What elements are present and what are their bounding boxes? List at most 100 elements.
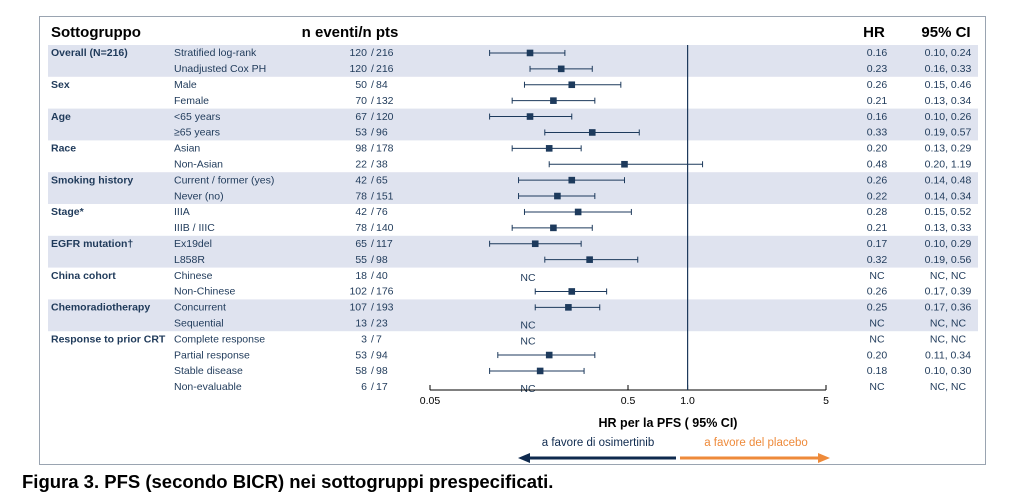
n-events: 13: [355, 318, 367, 330]
row-label: Current / former (yes): [174, 174, 274, 186]
hr-marker: [545, 145, 553, 152]
x-axis-title: HR per la PFS ( 95% CI): [599, 416, 738, 430]
n-events: 58: [355, 365, 367, 377]
hr-value: 0.21: [867, 95, 888, 107]
ci-value: NC, NC: [930, 333, 967, 345]
n-events: 22: [355, 159, 367, 171]
n-separator: /: [371, 47, 374, 59]
ci-value: 0.11, 0.34: [925, 349, 971, 361]
ci-value: 0.10, 0.30: [925, 365, 972, 377]
x-tick-label: 0.5: [621, 395, 636, 407]
hr-marker: [545, 351, 553, 359]
n-pts: 216: [376, 63, 394, 75]
row-band: [48, 45, 978, 77]
favor-right-arrowhead: [818, 453, 830, 463]
row-band: [48, 235, 978, 268]
n-events: 78: [355, 190, 367, 202]
hr-value: 0.16: [867, 47, 888, 59]
group-label: Race: [51, 143, 76, 155]
ci-value: 0.17, 0.39: [925, 286, 972, 298]
n-events: 102: [349, 286, 367, 298]
ci-value: 0.13, 0.34: [925, 95, 972, 107]
hr-value: NC: [869, 270, 885, 282]
favor-left-arrowhead: [518, 453, 530, 463]
row-label: Female: [174, 95, 209, 107]
favor-arrows: a favore di osimertinib a favore del plac…: [518, 437, 830, 463]
row-label: Non-Asian: [174, 159, 223, 171]
n-separator: /: [371, 111, 374, 123]
hr-value: 0.17: [867, 238, 888, 250]
n-pts: 23: [376, 318, 388, 330]
row-band: [48, 108, 978, 141]
hr-marker: [588, 129, 596, 136]
n-events: 53: [355, 127, 367, 139]
ci-value: NC, NC: [930, 270, 967, 282]
group-label: Smoking history: [51, 174, 133, 186]
n-pts: 96: [376, 127, 388, 139]
row-label: IIIA: [174, 206, 190, 218]
figure-caption: Figura 3. PFS (secondo BICR) nei sottogr…: [22, 471, 554, 492]
group-label: Age: [51, 111, 71, 123]
hr-value: 0.20: [867, 349, 888, 361]
forest-plot-frame: Sottogruppo n eventi/n pts HR 95% CI Overal…: [39, 16, 986, 465]
n-events: 70: [355, 95, 367, 107]
n-events: 120: [349, 47, 367, 59]
x-axis: 0.05 0.5 1.0 5 HR per la PFS ( 95% CI): [420, 45, 829, 430]
row-label: Asian: [174, 143, 200, 155]
forest-plot: Sottogruppo n eventi/n pts HR 95% CI Overal…: [48, 24, 978, 463]
ci-value: 0.16, 0.33: [925, 63, 972, 75]
n-pts: 65: [376, 174, 388, 186]
n-pts: 94: [376, 349, 388, 361]
hr-value: NC: [869, 333, 885, 345]
n-pts: 38: [376, 159, 388, 171]
favor-right-label: a favore del placebo: [704, 437, 808, 449]
row-band: [48, 299, 978, 332]
ci-value: 0.10, 0.26: [925, 111, 972, 123]
ci-value: 0.13, 0.29: [925, 143, 972, 155]
hr-value: NC: [869, 318, 885, 330]
n-events: 50: [355, 79, 367, 91]
n-separator: /: [371, 270, 374, 282]
n-separator: /: [371, 206, 374, 218]
hr-marker: [550, 97, 557, 104]
row-label: Male: [174, 79, 197, 91]
n-pts: 84: [376, 79, 388, 91]
n-separator: /: [371, 365, 374, 377]
row-label: Chinese: [174, 270, 213, 282]
n-events: 18: [355, 270, 367, 282]
row-label: Stratified log-rank: [174, 47, 257, 59]
n-events: 107: [349, 302, 367, 314]
ci-value: 0.17, 0.36: [925, 302, 972, 314]
nc-marker: NC: [520, 335, 536, 347]
row-label: Partial response: [174, 349, 250, 361]
row-bands: [48, 45, 978, 332]
row-label: ≥65 years: [174, 127, 220, 139]
hr-marker: [536, 367, 544, 375]
n-events: 65: [355, 238, 367, 250]
n-events: 78: [355, 222, 367, 234]
nc-marker: NC: [520, 320, 536, 332]
n-pts: 176: [376, 286, 394, 298]
n-separator: /: [371, 143, 374, 155]
header-ci: 95% CI: [921, 24, 970, 41]
hr-marker: [565, 304, 572, 311]
nc-marker: NC: [520, 383, 536, 395]
ci-value: 0.15, 0.46: [925, 79, 972, 91]
hr-marker: [621, 160, 628, 168]
n-separator: /: [371, 302, 374, 314]
group-label: China cohort: [51, 270, 116, 282]
n-pts: 120: [376, 111, 394, 123]
group-label: Overall (N=216): [51, 47, 128, 59]
n-pts: 98: [376, 254, 388, 266]
ci-value: 0.14, 0.34: [925, 190, 972, 202]
n-pts: 193: [376, 302, 394, 314]
hr-marker: [586, 256, 593, 263]
hr-value: 0.22: [867, 190, 888, 202]
n-separator: /: [371, 381, 374, 393]
hr-value: 0.23: [867, 63, 888, 75]
x-tick-label: 5: [823, 395, 829, 407]
hr-marker: [554, 192, 561, 200]
hr-marker: [526, 49, 534, 57]
row-label: IIIB / IIIC: [174, 222, 215, 234]
ci-value: 0.19, 0.57: [925, 127, 972, 139]
